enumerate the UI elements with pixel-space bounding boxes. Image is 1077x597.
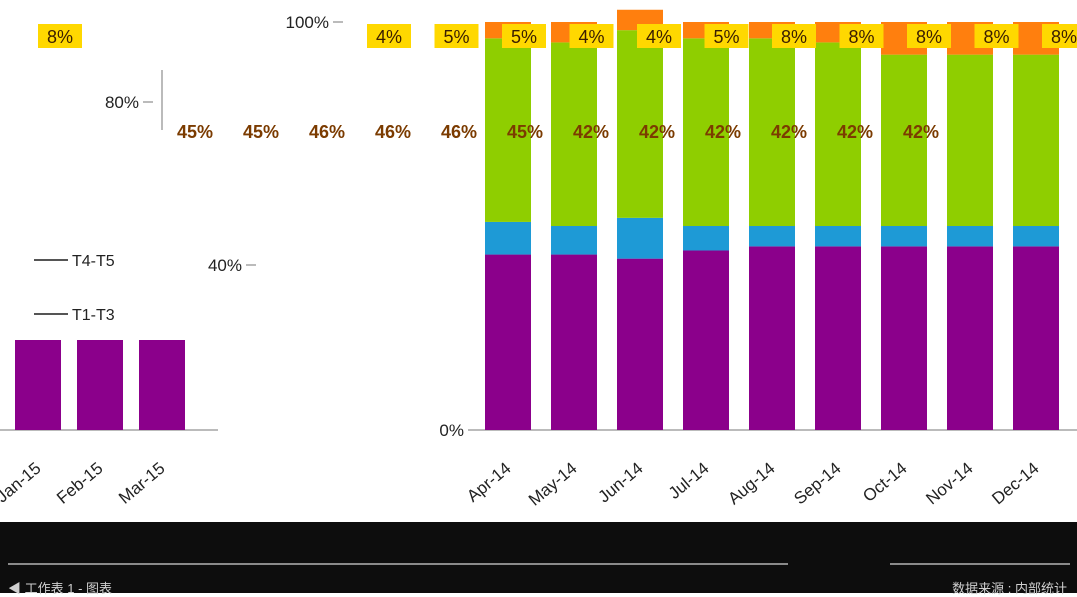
data-label: 46% xyxy=(375,122,411,142)
bar-segment xyxy=(551,226,597,255)
y-tick-label: 100% xyxy=(286,13,329,32)
bar-segment xyxy=(881,54,927,226)
y-tick-label: 0% xyxy=(439,421,464,440)
data-label: 45% xyxy=(243,122,279,142)
x-tick-label: Sep-14 xyxy=(790,459,844,509)
bar-segment xyxy=(815,42,861,227)
data-label: 46% xyxy=(441,122,477,142)
x-tick-label: Dec-14 xyxy=(988,459,1042,509)
bar-segment xyxy=(617,217,663,259)
bar-segment xyxy=(1013,54,1059,226)
data-label: 4% xyxy=(376,27,402,47)
status-divider xyxy=(8,563,788,565)
data-label: 5% xyxy=(713,27,739,47)
chart-canvas: 0% 40% 80% 100% Jan-15 Feb-15 Mar-15 Apr-14 May-… xyxy=(0,9,1077,510)
x-tick-label: May-14 xyxy=(525,459,581,510)
data-label-box xyxy=(569,24,614,48)
data-label: 4% xyxy=(646,27,672,47)
bar-segment xyxy=(485,221,531,255)
x-tick-label: Aug-14 xyxy=(724,459,778,509)
data-label-box xyxy=(502,24,546,48)
x-tick-label: Jul-14 xyxy=(665,459,713,503)
data-label-box xyxy=(637,24,681,48)
y-tick-label: 40% xyxy=(208,256,242,275)
data-label-box xyxy=(974,24,1019,48)
bottom-bar xyxy=(0,522,1077,593)
data-label: 42% xyxy=(639,122,675,142)
bar-segment xyxy=(551,254,597,430)
data-label: 45% xyxy=(177,122,213,142)
bar-segment xyxy=(881,246,927,430)
data-label-box xyxy=(367,24,411,48)
bar-segment xyxy=(683,250,729,430)
data-label-box xyxy=(907,24,951,48)
data-label: 8% xyxy=(781,27,807,47)
data-label-box xyxy=(38,24,82,48)
data-label: 4% xyxy=(578,27,604,47)
status-divider xyxy=(890,563,1070,565)
data-label: 42% xyxy=(771,122,807,142)
bar-segment xyxy=(551,42,597,227)
bar-segment xyxy=(881,226,927,247)
bar-segment xyxy=(15,340,61,430)
bar-segment xyxy=(749,226,795,247)
bar-segment xyxy=(1013,226,1059,247)
data-label-box xyxy=(1042,24,1077,48)
x-tick-label: Mar-15 xyxy=(115,459,168,508)
x-tick-label: Feb-15 xyxy=(53,459,106,508)
bar-segment xyxy=(947,226,993,247)
data-label: 42% xyxy=(573,122,609,142)
bar-segment xyxy=(1013,246,1059,430)
data-label: 8% xyxy=(983,27,1009,47)
bar-segment xyxy=(815,246,861,430)
y-tick-label: 80% xyxy=(105,93,139,112)
bar-segment xyxy=(683,226,729,251)
data-label: 8% xyxy=(47,27,73,47)
sheet-tab-label[interactable]: ◀ 工作表 1 - 图表 xyxy=(8,581,113,596)
bar-segment xyxy=(617,258,663,430)
x-tick-label: Jun-14 xyxy=(595,459,647,507)
bar-segment xyxy=(485,254,531,430)
data-label: 46% xyxy=(309,122,345,142)
bar-segment xyxy=(749,38,795,226)
bar-segment xyxy=(947,246,993,430)
data-label: 42% xyxy=(705,122,741,142)
x-tick-label: Oct-14 xyxy=(859,459,910,506)
data-label-box xyxy=(434,24,479,48)
bar-segment xyxy=(139,340,185,430)
x-tick-label: Jan-15 xyxy=(0,459,45,507)
data-label-box xyxy=(839,24,884,48)
x-tick-label: Apr-14 xyxy=(463,459,514,506)
legend-label: T4-T5 xyxy=(72,253,115,270)
x-tick-label: Nov-14 xyxy=(922,459,976,509)
data-label: 8% xyxy=(1051,27,1077,47)
data-label: 8% xyxy=(848,27,874,47)
data-label: 5% xyxy=(443,27,469,47)
bar-segment xyxy=(947,54,993,226)
data-label-box xyxy=(704,24,749,48)
data-label: 42% xyxy=(903,122,939,142)
data-label: 5% xyxy=(511,27,537,47)
data-label-box xyxy=(772,24,816,48)
bar-segment xyxy=(485,38,531,222)
bar-segment xyxy=(617,30,663,218)
data-label: 45% xyxy=(507,122,543,142)
legend-label: T1-T3 xyxy=(72,307,115,324)
data-label: 8% xyxy=(916,27,942,47)
bar-segment xyxy=(683,38,729,226)
bar-segment xyxy=(749,246,795,430)
source-label: 数据来源 : 内部统计 xyxy=(952,581,1067,596)
bar-segment xyxy=(77,340,123,430)
bar-segment xyxy=(815,226,861,247)
data-label: 42% xyxy=(837,122,873,142)
